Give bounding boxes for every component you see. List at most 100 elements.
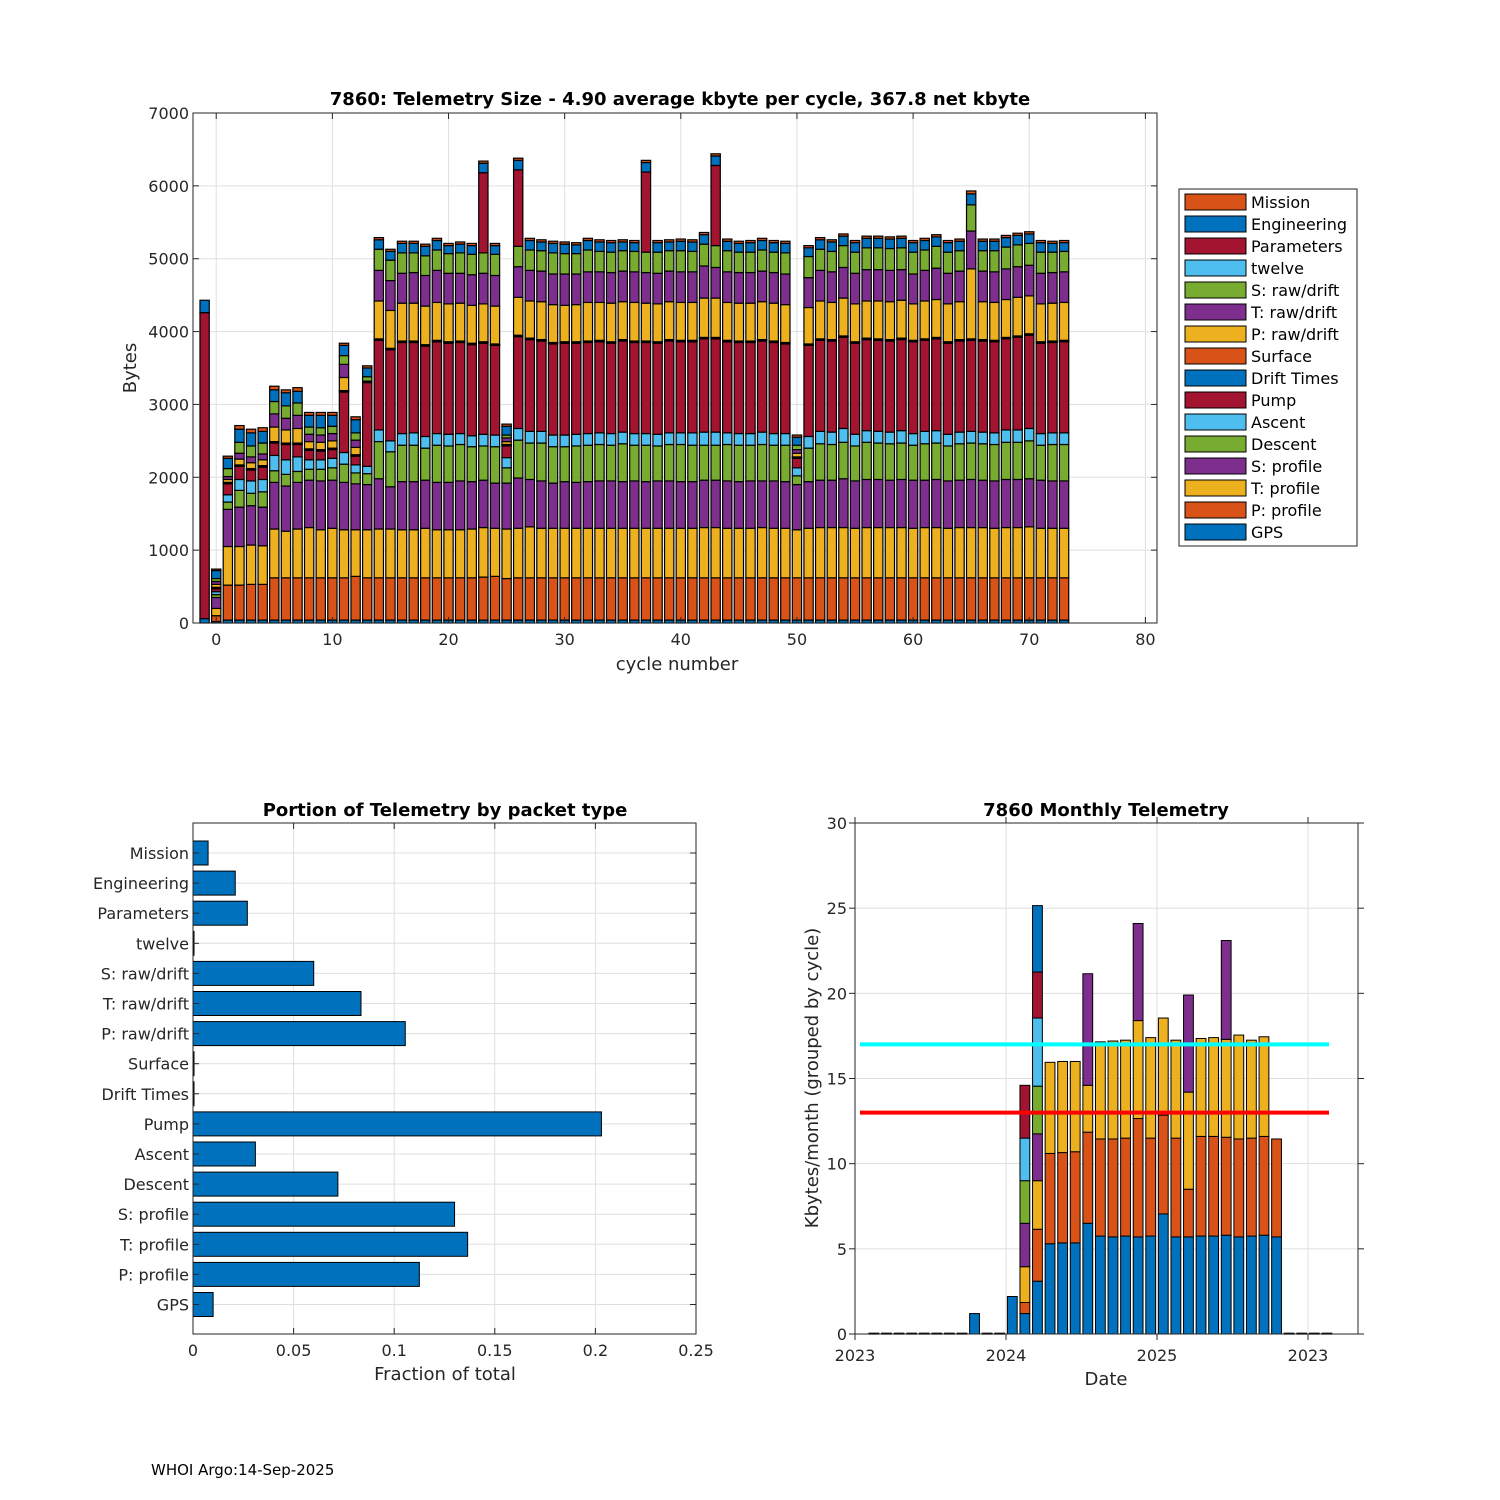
- bar-segment-p-profile: [942, 577, 954, 621]
- bar-segment-t-raw-drift: [327, 432, 338, 442]
- bar-segment-p-profile: [594, 577, 605, 621]
- bar-segment-pump: [559, 342, 570, 436]
- bar-segment-pump: [826, 340, 838, 433]
- bar-segment-s-profile: [466, 481, 477, 530]
- bar-segment-p-raw-drift: [257, 459, 268, 467]
- chart-title: 7860: Telemetry Size - 4.90 average kbyt…: [330, 89, 1030, 110]
- bar-segment-pump: [768, 341, 779, 435]
- bar-segment-t-profile: [803, 527, 814, 579]
- bar-segment-t-profile: [1023, 526, 1035, 579]
- bar-segment-descent: [931, 442, 942, 481]
- bar-segment-s-profile: [965, 478, 977, 529]
- bar-segment-s-raw-drift: [977, 250, 989, 272]
- bar-segment-pump: [385, 349, 396, 442]
- axes-box: [192, 822, 697, 1335]
- bar-segment-t-raw-drift: [1023, 264, 1035, 297]
- bar-segment-engineering: [594, 241, 605, 253]
- bar-segment-descent: [361, 473, 373, 486]
- month-bar-segment: [1032, 905, 1043, 973]
- bar-segment-mission: [1023, 231, 1035, 235]
- bar-segment-t-raw-drift: [245, 456, 257, 464]
- bar-segment-p-raw-drift: [675, 301, 687, 341]
- bar-segment-descent: [292, 470, 303, 483]
- bar-segment-p-raw-drift: [338, 376, 350, 392]
- bar-segment-s-profile: [907, 479, 919, 529]
- bar-segment-descent: [861, 441, 872, 481]
- bar-segment-ascent: [524, 430, 536, 444]
- bar-segment-s-raw-drift: [478, 252, 489, 274]
- bar-segment-p-profile: [640, 577, 652, 621]
- bar-segment-p-raw-drift: [234, 458, 245, 466]
- bar-segment-pump: [571, 342, 582, 435]
- bar-segment-t-profile: [977, 526, 989, 579]
- bar-segment-descent: [989, 443, 1000, 482]
- bar-segment-p-raw-drift: [1035, 303, 1047, 343]
- legend-label: Ascent: [1251, 413, 1305, 432]
- reference-lines: [860, 1042, 1329, 1115]
- bar-segment-p-raw-drift: [617, 301, 628, 341]
- bar-segment-ascent: [373, 429, 385, 443]
- bar-segment-mission: [919, 237, 930, 242]
- legend-swatch: [1184, 303, 1247, 321]
- legend-label: Drift Times: [1251, 369, 1339, 388]
- bar-segment-t-raw-drift: [814, 269, 826, 302]
- bar-segment-t-raw-drift: [884, 269, 896, 303]
- y-tick-label: 15: [827, 1070, 847, 1089]
- bar-segment-ascent: [698, 431, 710, 446]
- bar-segment-pump: [408, 341, 419, 434]
- y-tick-label: 7000: [148, 104, 189, 123]
- bar-segment-p-profile: [443, 577, 454, 621]
- bar-segment-ascent: [768, 432, 779, 446]
- bar-segment-pump: [420, 345, 431, 438]
- x-tick-label: 2025: [1137, 1346, 1178, 1365]
- month-bar-segment: [1120, 1039, 1131, 1139]
- bar-segment-pump: [873, 339, 884, 432]
- month-bar-segment: [1233, 1138, 1245, 1238]
- bar-segment-s-profile: [605, 480, 617, 529]
- bar-segment-s-profile: [884, 479, 896, 529]
- bar-segment-descent: [907, 444, 919, 481]
- bar-segment-descent: [396, 444, 408, 483]
- bar-segment-s-raw-drift: [919, 249, 930, 271]
- y-tick-label: 0: [179, 614, 189, 633]
- y-tick-label: Surface: [128, 1055, 189, 1074]
- month-bar-segment: [1069, 1060, 1081, 1153]
- bar-segment-t-raw-drift: [489, 274, 501, 307]
- bar-segment-mission: [454, 241, 466, 245]
- bar-segment-s-raw-drift: [454, 252, 466, 274]
- bar-segment-descent: [501, 467, 512, 484]
- bar-segment-p-raw-drift: [350, 446, 361, 456]
- y-tick-label: 2000: [148, 468, 189, 487]
- bar-segment-descent: [733, 444, 745, 483]
- bar-segment-p-raw-drift: [466, 304, 477, 344]
- x-tick-label: 0.2: [583, 1341, 608, 1360]
- bar-segment-p-profile: [826, 577, 838, 621]
- month-bar-segment: [1019, 1180, 1031, 1224]
- bar-segment-ascent: [489, 434, 501, 448]
- bar-segment-p-raw-drift: [663, 301, 675, 341]
- bar-segment-t-raw-drift: [838, 266, 849, 299]
- bar-segment-engineering: [884, 238, 896, 250]
- bar-segment-s-profile: [1058, 480, 1070, 529]
- bar-segment-s-raw-drift: [1012, 244, 1023, 268]
- bar-segment-s-raw-drift: [652, 251, 663, 274]
- bar-segment-engineering: [710, 155, 721, 167]
- bar-segment-s-raw-drift: [814, 248, 826, 271]
- bar-segment-p-raw-drift: [803, 306, 814, 345]
- month-bar-segment: [1195, 1135, 1207, 1237]
- bar-segment-p-raw-drift: [373, 300, 385, 340]
- bar-segment-engineering: [768, 242, 779, 253]
- bar-segment-p-raw-drift: [594, 301, 605, 341]
- bar-segment-descent: [884, 443, 896, 481]
- bar-segment-descent: [617, 443, 628, 483]
- bar-segment-s-profile: [1012, 478, 1023, 529]
- bar-segment-pump: [687, 341, 698, 434]
- bar-segment-t-profile: [745, 527, 756, 579]
- bar-segment-p-raw-drift: [571, 304, 582, 343]
- bar-segment-s-raw-drift: [466, 253, 477, 276]
- bar-segment-t-profile: [245, 544, 257, 585]
- footer-credit: WHOI Argo:14-Sep-2025: [151, 1461, 335, 1479]
- bar-segment-p-profile: [222, 584, 234, 621]
- bar-segment-s-raw-drift: [361, 376, 373, 382]
